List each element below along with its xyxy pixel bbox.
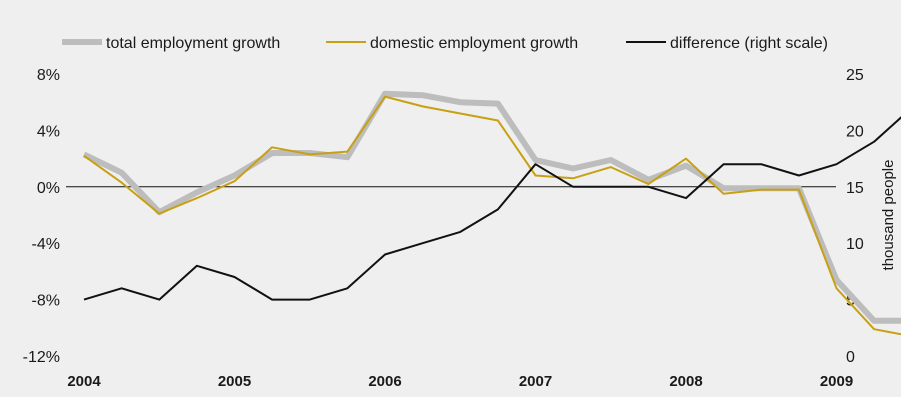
x-tick-label: 2004	[67, 373, 101, 390]
legend-label: total employment growth	[106, 35, 280, 52]
y-left-tick-label: 8%	[37, 67, 60, 84]
y-right-tick-label: 15	[846, 180, 864, 197]
y-right-axis-title: thousand people	[880, 160, 897, 271]
x-tick-label: 2006	[368, 373, 401, 390]
legend-label: difference (right scale)	[670, 35, 828, 52]
x-tick-label: 2005	[218, 373, 251, 390]
series-line-1	[82, 90, 901, 324]
x-tick-label: 2008	[669, 373, 702, 390]
y-right-tick-label: 20	[846, 123, 864, 140]
y-left-tick-label: 0%	[37, 180, 60, 197]
y-left-tick-label: -8%	[32, 293, 60, 310]
x-tick-label: 2007	[519, 373, 552, 390]
y-right-tick-label: 0	[846, 349, 855, 366]
y-left-tick-label: 4%	[37, 123, 60, 140]
y-right-tick-label: 10	[846, 236, 864, 253]
y-right-tick-label: 25	[846, 67, 864, 84]
series-line-3	[83, 116, 901, 301]
y-right-tick-label: 5	[846, 293, 855, 310]
x-tick-label: 2009	[820, 373, 853, 390]
y-left-tick-label: -4%	[32, 236, 60, 253]
legend-label: domestic employment growth	[370, 35, 578, 52]
series-line-2	[83, 95, 901, 336]
y-left-tick-label: -12%	[23, 349, 60, 366]
